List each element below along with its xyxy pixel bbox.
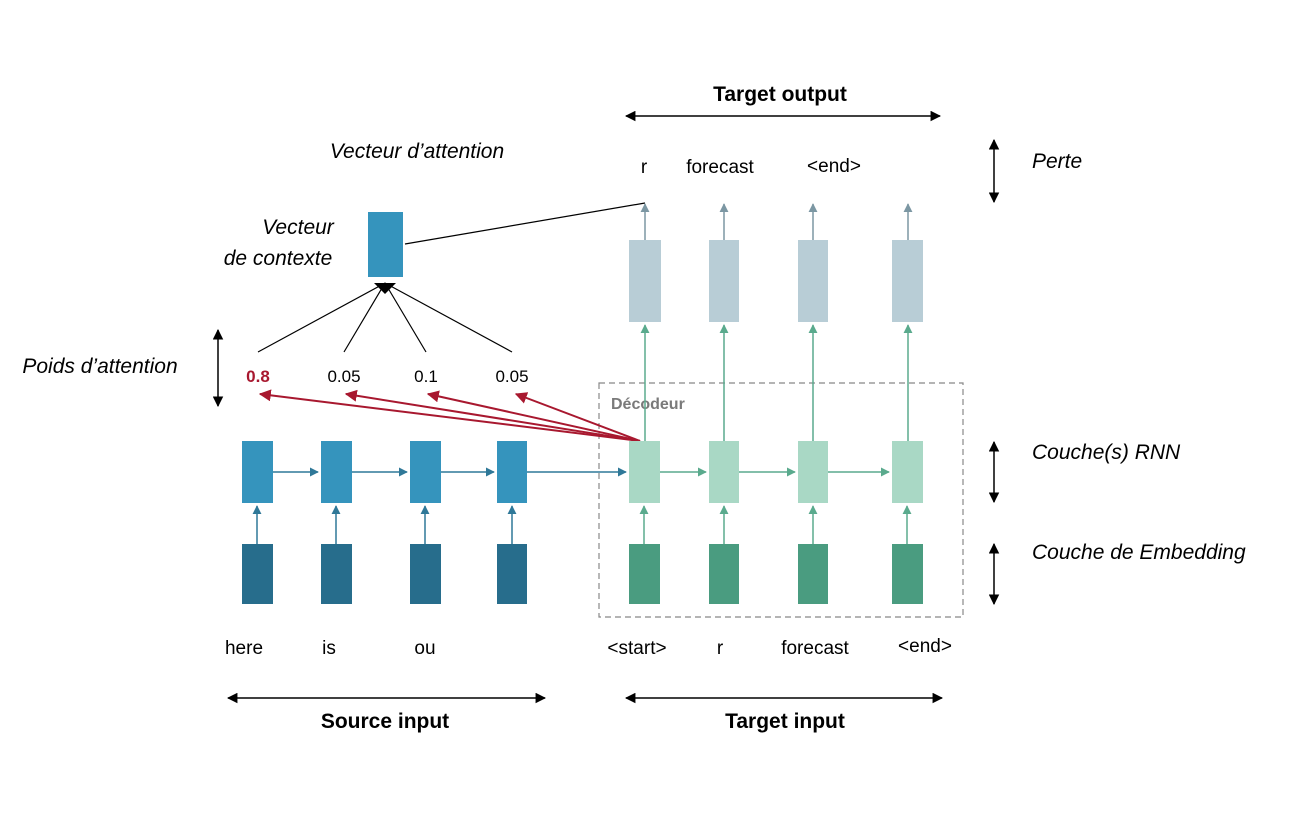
couche-rnn-label: Couche(s) RNN — [1032, 441, 1181, 464]
decoder-output-cell-1 — [709, 240, 739, 322]
vecteur-contexte-label-line1: Vecteur — [262, 216, 335, 239]
source-token-1: is — [322, 638, 336, 659]
attention-arrow-1 — [344, 389, 641, 442]
target-input-token-1: r — [717, 638, 724, 659]
attention-arrow-0 — [258, 389, 641, 442]
perte-label: Perte — [1032, 150, 1082, 173]
encoder-rnn-cell-0 — [242, 441, 273, 503]
attention-arrow-2 — [426, 390, 641, 442]
attention-vector-line — [404, 202, 646, 245]
attention-weight-2: 0.1 — [414, 367, 438, 386]
context-vector — [368, 212, 403, 277]
decoder-embedding-cell-2 — [798, 544, 828, 604]
attention-weight-line-1 — [343, 282, 386, 353]
target-output-token-0: r — [641, 157, 648, 178]
target-output-token-2: <end> — [807, 156, 861, 177]
decoder-rnn-cell-1 — [709, 441, 739, 503]
target-input-token-3: <end> — [898, 636, 952, 657]
attention-weight-0: 0.8 — [246, 367, 270, 386]
couche-embedding-label: Couche de Embedding — [1032, 541, 1246, 564]
encoder-embedding-cell-0 — [242, 544, 273, 604]
decoder-output-cell-2 — [798, 240, 828, 322]
attention-arrow-3 — [514, 392, 641, 442]
encoder-rnn-cell-1 — [321, 441, 352, 503]
target-input-token-2: forecast — [781, 638, 849, 659]
attention-weight-line-0 — [257, 282, 386, 353]
attention-weight-1: 0.05 — [327, 367, 360, 386]
encoder-embedding-cell-2 — [410, 544, 441, 604]
decoder-embedding-cell-0 — [629, 544, 660, 604]
decoder-embedding-cell-1 — [709, 544, 739, 604]
encoder-rnn-cell-2 — [410, 441, 441, 503]
source-input-label: Source input — [321, 710, 449, 733]
poids-attention-label: Poids d’attention — [22, 355, 177, 378]
vecteur-contexte-label-line2: de contexte — [224, 247, 333, 270]
decoder-rnn-cell-3 — [892, 441, 923, 503]
context-vector-arrowhead — [374, 283, 396, 294]
target-input-token-0: <start> — [607, 638, 666, 659]
target-input-label: Target input — [725, 710, 845, 733]
decoder-output-cell-3 — [892, 240, 923, 322]
attention-weight-3: 0.05 — [495, 367, 528, 386]
decoder-embedding-cell-3 — [892, 544, 923, 604]
decoder-rnn-cell-0 — [629, 441, 660, 503]
source-token-0: here — [225, 638, 263, 659]
encoder-rnn-cell-3 — [497, 441, 527, 503]
attention-weight-line-3 — [384, 282, 513, 353]
target-output-label: Target output — [713, 83, 847, 106]
decoder-label: Décodeur — [611, 396, 685, 413]
decoder-box — [598, 382, 964, 618]
decoder-output-cell-0 — [629, 240, 661, 322]
decoder-rnn-cell-2 — [798, 441, 828, 503]
encoder-embedding-cell-1 — [321, 544, 352, 604]
target-output-token-1: forecast — [686, 157, 754, 178]
vecteur-attention-label: Vecteur d’attention — [330, 140, 504, 163]
attention-weight-line-2 — [384, 282, 427, 353]
source-token-2: ou — [414, 638, 435, 659]
encoder-embedding-cell-3 — [497, 544, 527, 604]
